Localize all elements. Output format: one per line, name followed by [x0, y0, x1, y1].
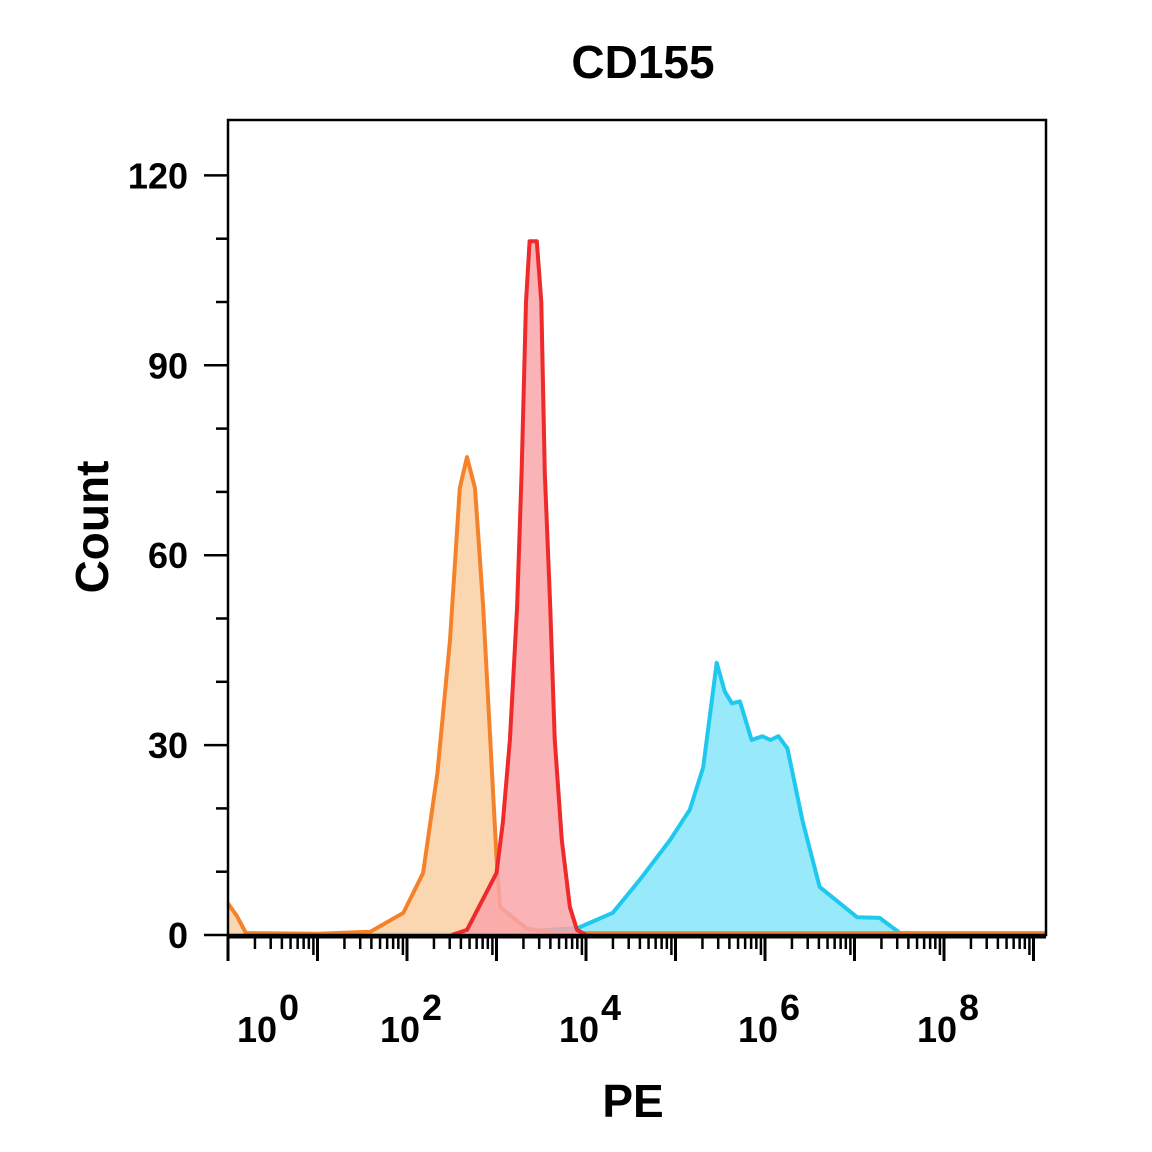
y-tick-label: 120 — [128, 155, 188, 196]
x-axis: 100 102 104 106 108 — [226, 935, 1046, 1050]
y-axis-label: Count — [66, 461, 118, 594]
y-tick-label: 90 — [148, 345, 188, 386]
x-tick-label: 100 — [237, 987, 299, 1050]
series-layer — [226, 239, 1047, 937]
x-tick-label: 102 — [380, 987, 442, 1050]
y-tick-label: 0 — [168, 915, 188, 956]
x-axis-label: PE — [602, 1075, 663, 1127]
chart-title: CD155 — [571, 36, 714, 88]
orange-isotype-line — [226, 455, 1046, 936]
cyan-sample-line — [227, 660, 1047, 937]
y-tick-label: 30 — [148, 725, 188, 766]
plot-frame — [226, 118, 1048, 937]
orange-isotype-area — [228, 457, 1047, 935]
red-control-line — [451, 239, 587, 937]
cyan-sample-area — [228, 662, 1047, 935]
x-tick-label: 104 — [559, 987, 621, 1050]
x-tick-label: 108 — [917, 987, 979, 1050]
y-axis: 0 30 60 90 120 — [128, 155, 228, 956]
y-tick-label: 60 — [148, 535, 188, 576]
x-tick-label: 106 — [738, 987, 800, 1050]
